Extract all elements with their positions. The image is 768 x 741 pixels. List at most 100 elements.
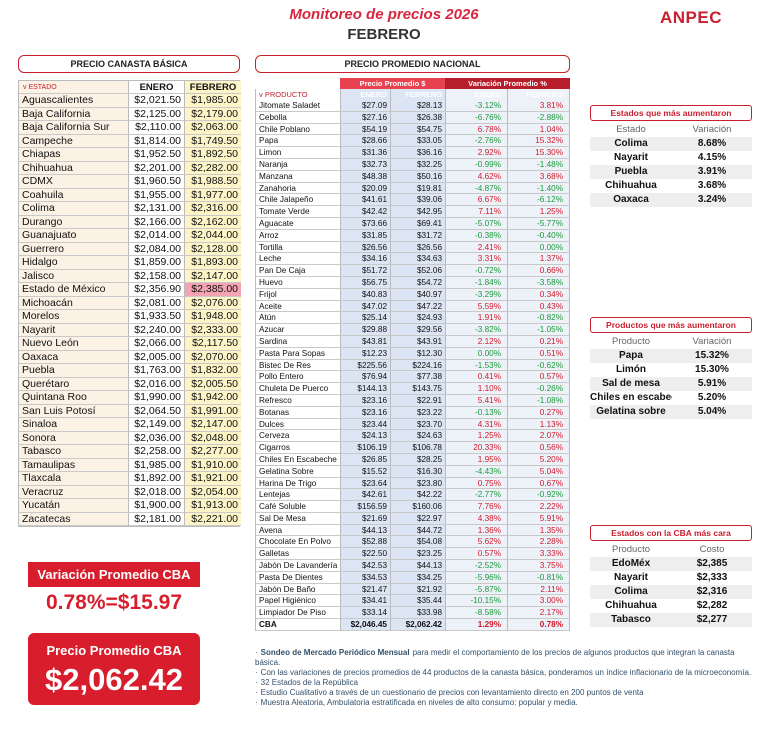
price-cell: $23.44 [340, 418, 390, 431]
price-cell: $44.13 [340, 524, 390, 537]
column-header: Producto [611, 544, 651, 555]
price-cell: $40.83 [340, 288, 390, 301]
price-cell: $33.14 [340, 607, 390, 620]
product-cell: Huevo [255, 276, 340, 289]
price-cell: $106.78 [390, 442, 445, 454]
price-cell: $2,070.00 [184, 350, 241, 364]
variation-cell: 0.75% [445, 477, 507, 490]
price-cell: $2,158.00 [128, 269, 184, 283]
variation-cell: -1.48% [507, 158, 570, 171]
product-cell: Zanahoria [255, 182, 340, 195]
price-cell: $1,749.50 [184, 134, 241, 148]
price-cell: $1,933.50 [128, 310, 184, 324]
price-cell: $2,076.00 [184, 296, 241, 310]
price-cell: $44.72 [390, 524, 445, 537]
variation-cell: 0.21% [507, 335, 570, 348]
variation-cell: -1.05% [507, 324, 570, 336]
variation-cell: 0.43% [507, 300, 570, 313]
box-grid: Producto Costo EdoMéx $2,385 Nayarit $2,333 Co… [590, 543, 752, 627]
variation-cell: -0.38% [445, 229, 507, 242]
price-cell: $2,044.00 [184, 229, 241, 243]
column-header: v PRODUCTO [255, 89, 340, 100]
state-cell: Guerrero [19, 242, 128, 256]
name-cell: Sal de mesa [590, 377, 672, 391]
variation-cell: 0.00% [507, 241, 570, 254]
price-cell: $2,110.00 [128, 121, 184, 135]
product-cell: Chile Poblano [255, 123, 340, 136]
price-cell: $2,005.00 [128, 350, 184, 364]
value-cell: 3.91% [672, 165, 752, 179]
variation-cell: -3.12% [445, 100, 507, 112]
state-cell: Veracruz [19, 485, 128, 499]
column-header: Variación [692, 336, 732, 347]
price-cell: $42.53 [340, 560, 390, 572]
product-cell: Cigarros [255, 442, 340, 454]
state-cell: Baja California [19, 107, 128, 121]
price-cell: $12.30 [390, 347, 445, 360]
price-cell: $51.72 [340, 265, 390, 277]
column-header: FEBRERO [184, 81, 241, 94]
price-cell: $42.61 [340, 489, 390, 502]
variation-cell: 3.33% [507, 548, 570, 561]
product-cell: Tortilla [255, 241, 340, 254]
state-cell: Coahuila [19, 188, 128, 202]
variation-cell: 2.41% [445, 241, 507, 254]
product-cell: Jabón De Lavandería [255, 560, 340, 572]
price-cell: $1,985.00 [128, 458, 184, 472]
product-cell: Refresco [255, 394, 340, 407]
variation-cell: -1.08% [507, 394, 570, 407]
product-cell: Chuleta De Puerco [255, 383, 340, 395]
price-value: $2,062.42 [45, 662, 183, 697]
variation-cell: -6.12% [507, 194, 570, 207]
variation-cell: 0.67% [507, 477, 570, 490]
price-cell: $26.38 [390, 111, 445, 124]
variation-cell: -2.52% [445, 560, 507, 572]
state-cell: Morelos [19, 310, 128, 324]
variation-cell: 3.31% [445, 253, 507, 266]
variation-cell: 2.92% [445, 147, 507, 159]
state-cell: Michoacán [19, 296, 128, 310]
variation-cell: 15.32% [507, 135, 570, 148]
product-cell: Pasta Para Sopas [255, 347, 340, 360]
name-cell: Limón [616, 364, 646, 375]
price-cell: $32.73 [340, 158, 390, 171]
name-cell: Gelatina sobre [590, 405, 672, 419]
state-cell: Tabasco [19, 445, 128, 459]
price-cell: $19.81 [390, 182, 445, 195]
note: Estudio Cualitativo a través de un cuest… [255, 688, 760, 698]
price-cell: $25.14 [340, 312, 390, 325]
product-cell: Manzana [255, 170, 340, 183]
price-cell: $2,162.00 [184, 215, 241, 229]
price-cell: $16.30 [390, 465, 445, 478]
variation-cell: 7.76% [445, 501, 507, 513]
price-cell: $2,258.00 [128, 445, 184, 459]
side-box: Productos que más aumentaron Producto Vari… [590, 317, 752, 419]
state-cell: Chiapas [19, 148, 128, 162]
price-cell: $32.25 [390, 158, 445, 171]
price-cell: $23.16 [340, 406, 390, 419]
table-grid: v ESTADO ENERO FEBRERO Aguascalientes $2,021… [18, 80, 241, 527]
price-cell: $160.06 [390, 501, 445, 513]
price-cell: $34.16 [340, 253, 390, 266]
variation-cell: -5.07% [445, 217, 507, 230]
price-cell: $36.16 [390, 147, 445, 159]
product-cell: Chiles En Escabeche [255, 453, 340, 466]
price-cell: $1,892.50 [184, 148, 241, 162]
value-cell: 3.68% [697, 180, 727, 191]
state-cell: Sonora [19, 431, 128, 445]
variation-cell: 1.29% [445, 619, 507, 631]
variation-cell: -2.88% [507, 111, 570, 124]
price-cell: $2,147.00 [184, 269, 241, 283]
note: Muestra Aleatoria, Ambulatoria estratifi… [255, 698, 760, 708]
state-cell: Tlaxcala [19, 472, 128, 486]
variation-value: 0.78%=$15.97 [45, 591, 183, 614]
variation-cell: 15.30% [507, 147, 570, 159]
price-cell: $2,179.00 [184, 107, 241, 121]
variation-cell: 0.41% [445, 371, 507, 384]
price-cell: $2,014.00 [128, 229, 184, 243]
logo: ANPEC [660, 8, 723, 27]
price-cell: $1,921.00 [184, 472, 241, 486]
state-cell: Sinaloa [19, 418, 128, 432]
variation-cell: 1.13% [507, 418, 570, 431]
state-cell: Durango [19, 215, 128, 229]
